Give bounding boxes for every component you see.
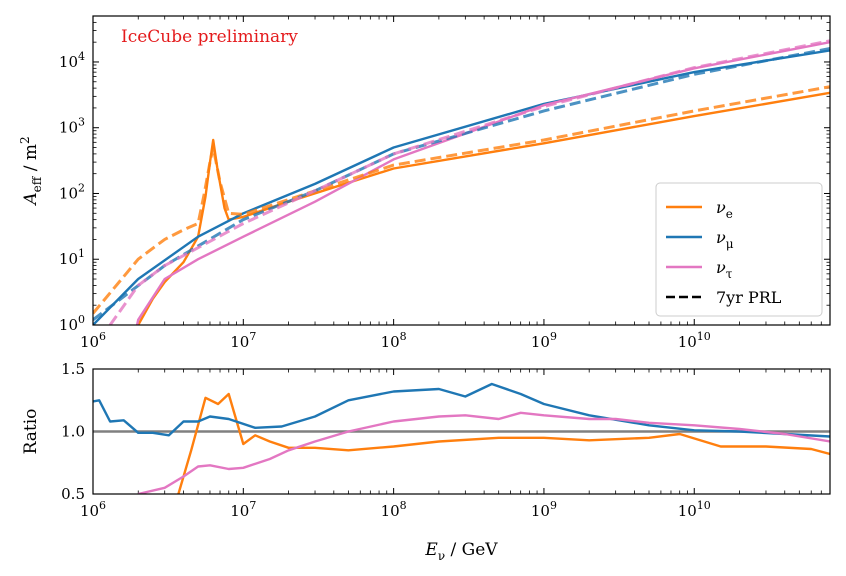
ratio-panel: 106 107 108 109 1010 0.5 1.0 1.5 Ratio Eν / GeV [21, 360, 831, 563]
legend-label-3: 7yr PRL [716, 288, 782, 307]
bottom-y-axis-title: Ratio [21, 409, 41, 455]
effective-area-panel: 106 107 108 109 1010 100 101 102 103 104 Aeff / m2… [18, 15, 831, 351]
top-y-tick-label-2: 102 [59, 181, 85, 202]
legend-label-0: νe [716, 198, 733, 221]
top-x-tick-label-0: 106 [80, 330, 106, 351]
legend-label-2: ντ [716, 258, 733, 281]
annotation-text: IceCube preliminary [121, 27, 298, 47]
top-y-axis-title: Aeff / m2 [18, 136, 44, 206]
bottom-series-line-1 [93, 382, 830, 438]
bottom-plot-area [93, 382, 830, 494]
bottom-x-tick-label-3: 109 [531, 499, 557, 520]
bottom-x-tick-label-1: 107 [230, 499, 256, 520]
top-x-tick-label-2: 108 [381, 330, 407, 351]
top-x-tick-label-4: 1010 [678, 330, 711, 351]
legend-box [655, 182, 823, 317]
bottom-y-tick-label-1: 1.0 [61, 423, 85, 441]
bottom-x-tick-label-2: 108 [381, 499, 407, 520]
top-y-tick-label-4: 104 [59, 50, 85, 71]
top-y-tick-label-3: 103 [59, 116, 85, 137]
top-series-line-3 [93, 85, 830, 315]
legend: νe νμ ντ 7yr PRL [655, 182, 823, 317]
top-series-line-1 [93, 49, 830, 325]
bottom-x-tick-label-4: 1010 [678, 499, 711, 520]
top-frame [92, 15, 831, 326]
top-y-tick-label-1: 101 [59, 247, 85, 268]
top-y-tick-label-0: 100 [59, 313, 85, 334]
top-x-tick-label-3: 109 [531, 330, 557, 351]
top-x-tick-label-1: 107 [230, 330, 256, 351]
bottom-x-tick-label-0: 106 [80, 499, 106, 520]
top-series-line-2 [135, 41, 830, 325]
legend-label-1: νμ [716, 228, 734, 251]
bottom-y-tick-label-2: 1.5 [61, 360, 85, 378]
x-axis-title: Eν / GeV [424, 540, 498, 563]
top-series-line-5 [108, 39, 830, 325]
bottom-frame [92, 368, 831, 495]
bottom-y-tick-label-0: 0.5 [61, 485, 85, 503]
top-plot-area [93, 39, 830, 325]
bottom-series-line-2 [137, 411, 830, 494]
bottom-series-line-0 [177, 392, 830, 494]
